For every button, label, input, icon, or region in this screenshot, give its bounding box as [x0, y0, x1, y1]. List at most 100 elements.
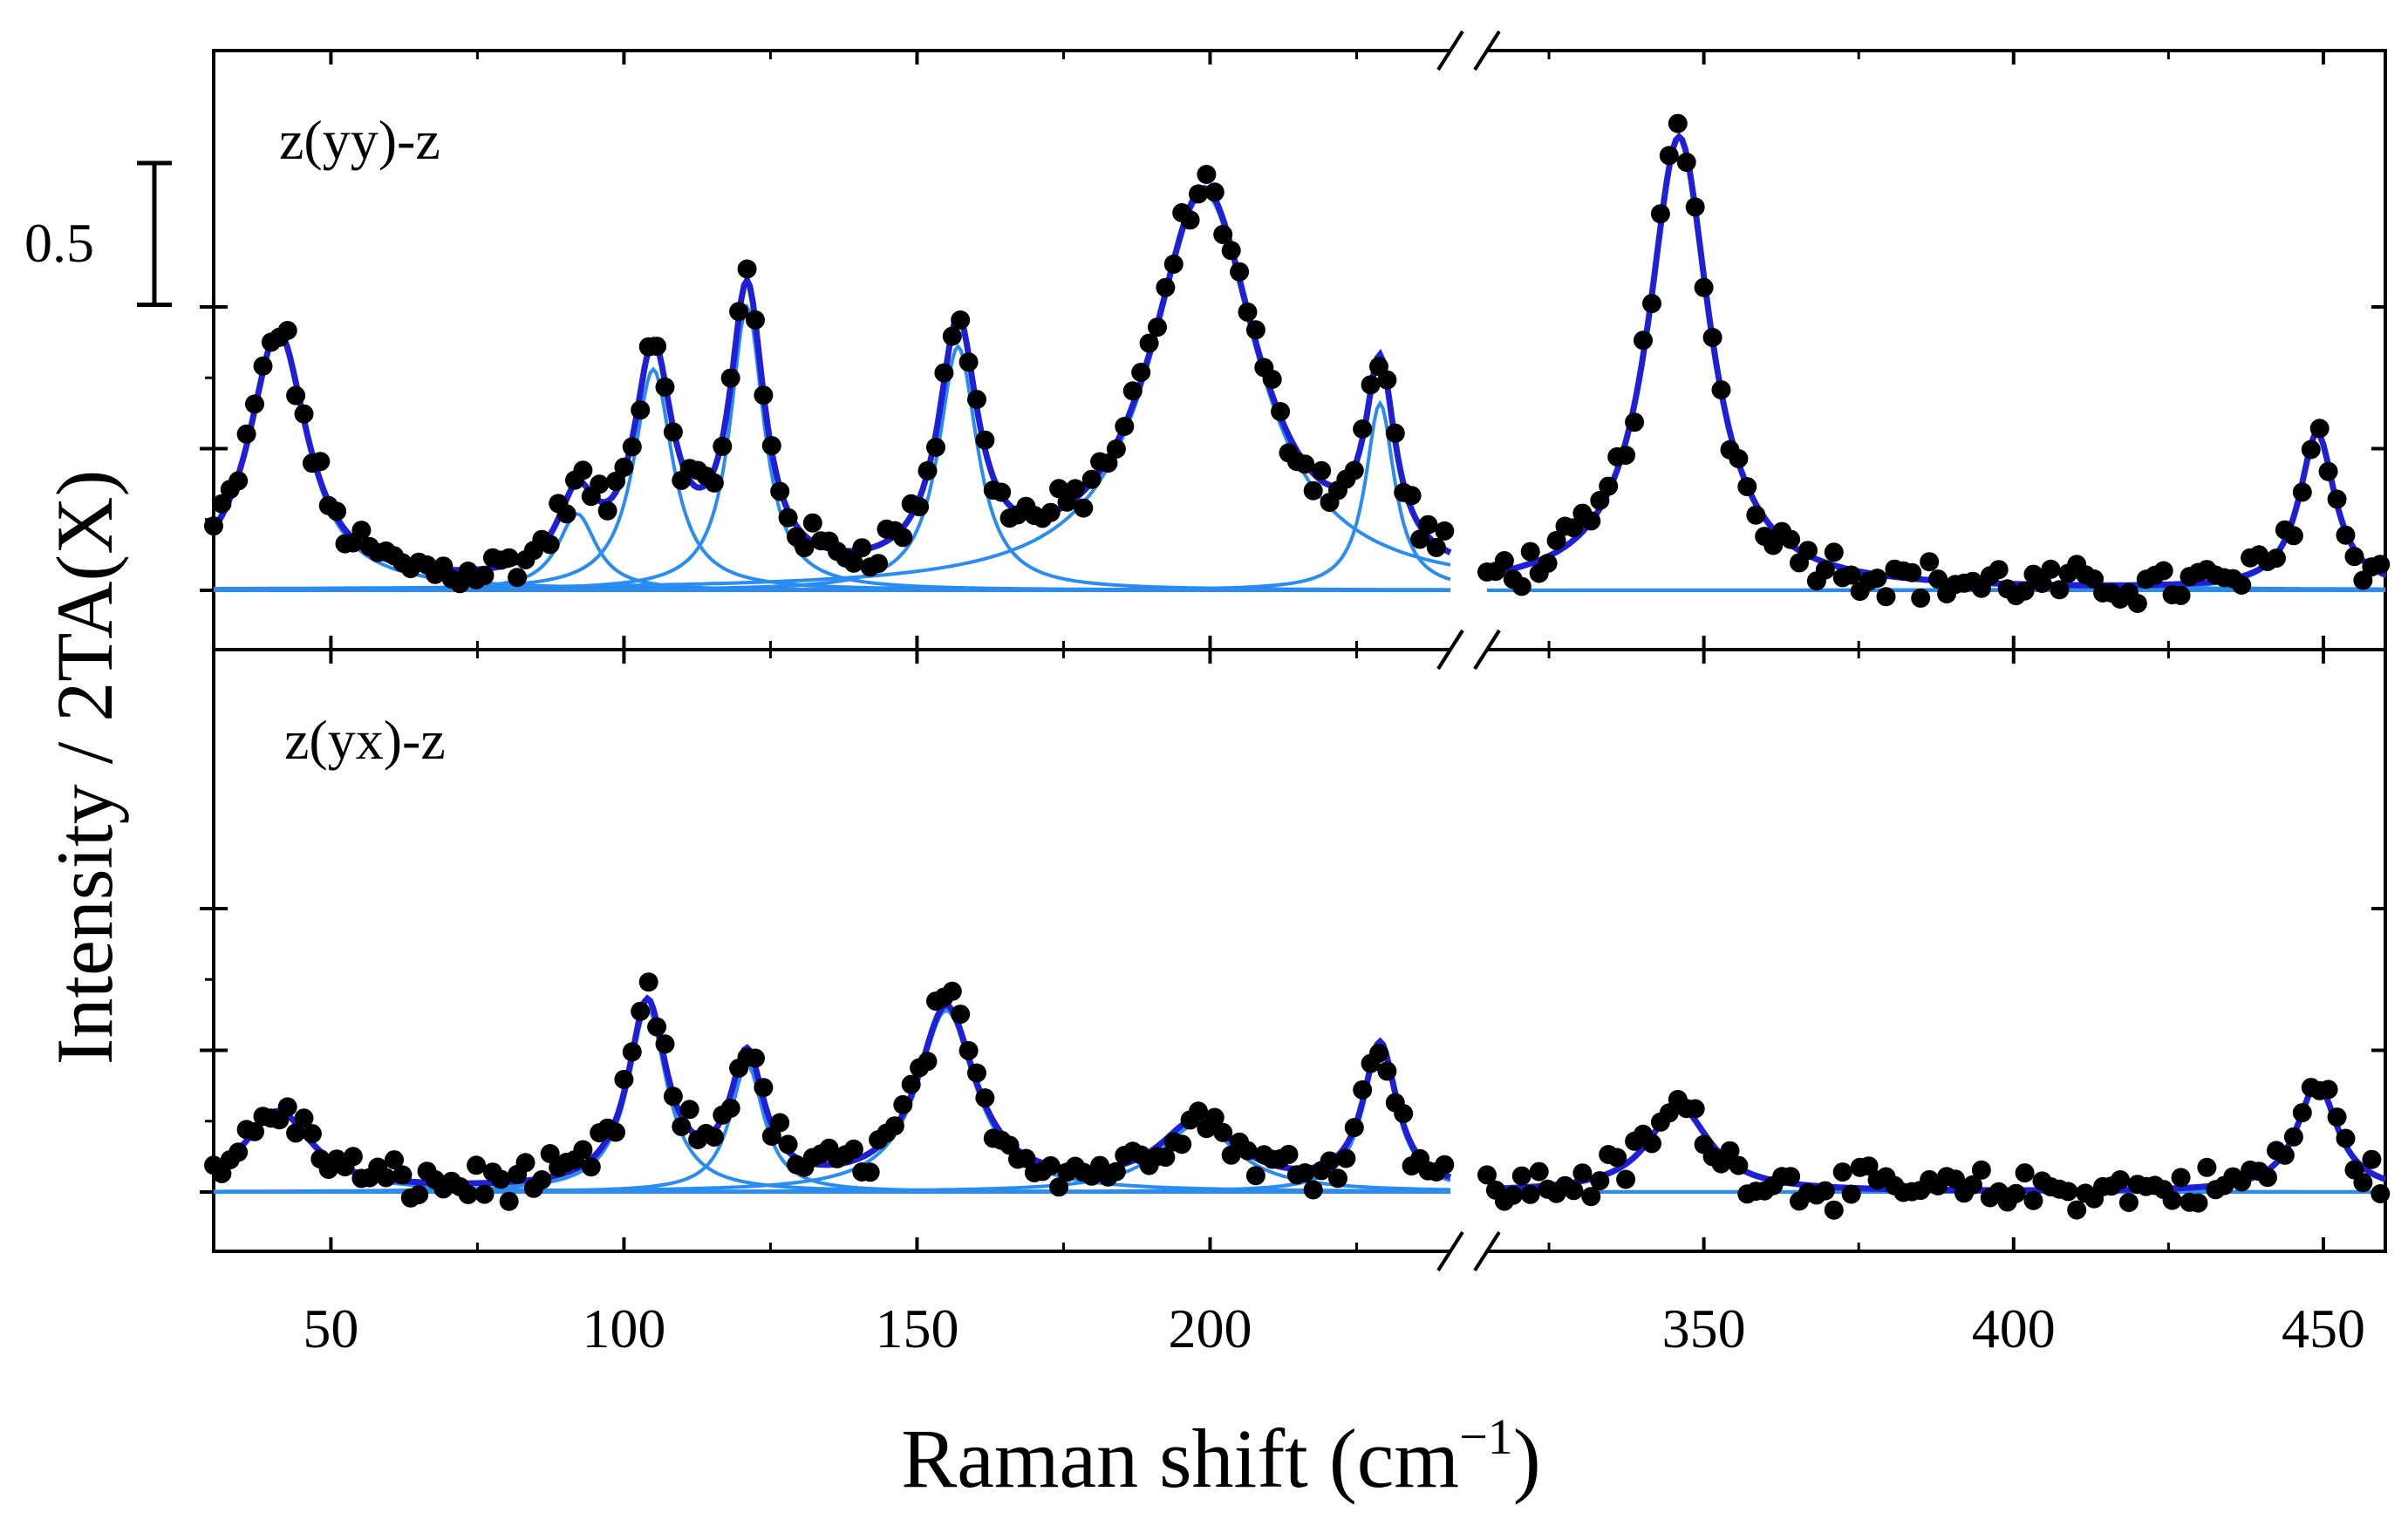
x-tick-label: 200 [1168, 1298, 1252, 1359]
data-point [245, 394, 264, 414]
data-point [1572, 1163, 1593, 1183]
data-point [1295, 454, 1315, 474]
data-point [286, 1123, 306, 1143]
data-point [884, 1116, 904, 1136]
data-point [236, 424, 256, 444]
data-point [2362, 1149, 2382, 1169]
data-point [1815, 1181, 1835, 1201]
panel-label-yy: z(yy)-z [279, 109, 440, 171]
data-point [2111, 1170, 2130, 1189]
data-point [499, 1191, 519, 1211]
data-point [2153, 561, 2173, 581]
data-point [2292, 482, 2312, 502]
data-point [1902, 562, 1922, 582]
axis-break-mark [1473, 30, 1501, 72]
data-point [310, 452, 331, 472]
data-point [679, 1100, 699, 1120]
data-point [1841, 1184, 1861, 1204]
data-point [474, 566, 495, 586]
data-point [2275, 1145, 2295, 1165]
data-point [663, 1086, 683, 1107]
data-point [795, 538, 815, 558]
data-point [229, 471, 249, 491]
data-point [1163, 254, 1184, 274]
data-point [2344, 547, 2364, 567]
data-point [999, 1135, 1020, 1155]
data-point [1763, 535, 1784, 555]
data-point [1106, 439, 1126, 459]
data-point [1204, 1107, 1224, 1127]
data-point [1336, 1148, 1356, 1168]
data-point [1040, 1155, 1061, 1175]
data-point [2318, 461, 2338, 481]
axis-break-mark [1473, 629, 1501, 671]
data-point [1016, 1148, 1036, 1168]
data-point [746, 1048, 765, 1068]
data-point [1477, 1165, 1497, 1185]
data-point [1238, 302, 1258, 322]
data-point [647, 1017, 667, 1037]
data-point [1867, 569, 1887, 589]
data-point [754, 385, 774, 405]
data-point [1720, 1141, 1740, 1161]
data-point [1402, 486, 1422, 506]
data-point [1503, 1185, 1523, 1205]
data-point [277, 1097, 297, 1117]
data-point [1599, 476, 1619, 496]
data-point [967, 390, 986, 410]
data-point [1098, 453, 1118, 473]
data-point [212, 1163, 232, 1183]
data-point [1238, 1141, 1258, 1161]
data-point [229, 1142, 249, 1162]
data-point [2171, 1168, 2191, 1188]
data-point [1385, 423, 1405, 443]
data-point [737, 259, 757, 279]
data-point [770, 1113, 790, 1133]
data-point [2283, 1127, 2303, 1147]
data-point [1832, 1162, 1852, 1182]
data-point [1353, 419, 1373, 439]
data-point [1746, 505, 1766, 525]
x-axis-title-close: ) [1513, 1412, 1541, 1505]
data-point [1659, 146, 1679, 166]
data-point [409, 1185, 429, 1205]
data-point [1139, 333, 1159, 353]
data-point [581, 1157, 601, 1177]
data-point [1148, 317, 1167, 337]
data-point [1616, 446, 1636, 465]
data-point [1295, 1163, 1315, 1182]
panel-label-yx: z(yx)-z [284, 709, 446, 771]
data-point [1245, 1166, 1265, 1186]
data-point [1204, 182, 1224, 202]
data-point [770, 481, 790, 501]
data-point [2318, 1080, 2338, 1100]
data-point [2041, 559, 2061, 579]
data-point [2301, 439, 2321, 460]
data-point [1435, 1155, 1455, 1175]
x-axis-title-exponent: −1 [1459, 1408, 1513, 1465]
x-tick-label: 150 [875, 1298, 958, 1359]
data-point [942, 326, 962, 346]
data-point [2032, 574, 2052, 593]
data-point [2353, 1173, 2373, 1193]
data-point [746, 310, 765, 330]
data-point [532, 1170, 552, 1189]
x-tick-label: 450 [2282, 1298, 2365, 1359]
data-point [1369, 1043, 1388, 1063]
panel-frame [212, 648, 2387, 1253]
data-point [1920, 552, 1940, 572]
data-point [802, 513, 822, 533]
data-point [2162, 1190, 2182, 1210]
total-fit-curve [1486, 132, 2387, 589]
data-point [1426, 537, 1446, 557]
data-point [2370, 1184, 2391, 1203]
data-point [1642, 1134, 1661, 1154]
data-point [1435, 521, 1455, 541]
data-point [1230, 262, 1250, 282]
data-point [204, 516, 223, 536]
data-point [1520, 542, 1540, 562]
data-point [655, 1034, 675, 1054]
data-point [302, 1124, 322, 1144]
data-point [672, 1116, 692, 1136]
data-point [1729, 1155, 1749, 1175]
